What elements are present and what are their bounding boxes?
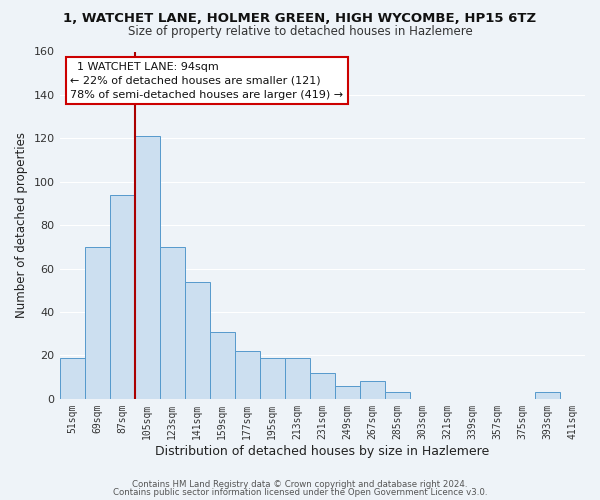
Bar <box>385 392 410 399</box>
Bar <box>185 282 209 399</box>
Bar <box>535 392 560 399</box>
Text: Size of property relative to detached houses in Hazlemere: Size of property relative to detached ho… <box>128 25 472 38</box>
Bar <box>209 332 235 399</box>
Bar <box>335 386 360 399</box>
Bar <box>285 358 310 399</box>
Text: 1, WATCHET LANE, HOLMER GREEN, HIGH WYCOMBE, HP15 6TZ: 1, WATCHET LANE, HOLMER GREEN, HIGH WYCO… <box>64 12 536 26</box>
Bar <box>110 195 134 399</box>
Bar <box>160 247 185 399</box>
Text: Contains public sector information licensed under the Open Government Licence v3: Contains public sector information licen… <box>113 488 487 497</box>
Bar <box>134 136 160 399</box>
X-axis label: Distribution of detached houses by size in Hazlemere: Distribution of detached houses by size … <box>155 444 490 458</box>
Bar <box>260 358 285 399</box>
Bar <box>235 351 260 399</box>
Bar <box>59 358 85 399</box>
Text: Contains HM Land Registry data © Crown copyright and database right 2024.: Contains HM Land Registry data © Crown c… <box>132 480 468 489</box>
Bar <box>360 382 385 399</box>
Bar <box>85 247 110 399</box>
Bar <box>310 373 335 399</box>
Text: 1 WATCHET LANE: 94sqm  
← 22% of detached houses are smaller (121)
78% of semi-d: 1 WATCHET LANE: 94sqm ← 22% of detached … <box>70 62 343 100</box>
Y-axis label: Number of detached properties: Number of detached properties <box>15 132 28 318</box>
